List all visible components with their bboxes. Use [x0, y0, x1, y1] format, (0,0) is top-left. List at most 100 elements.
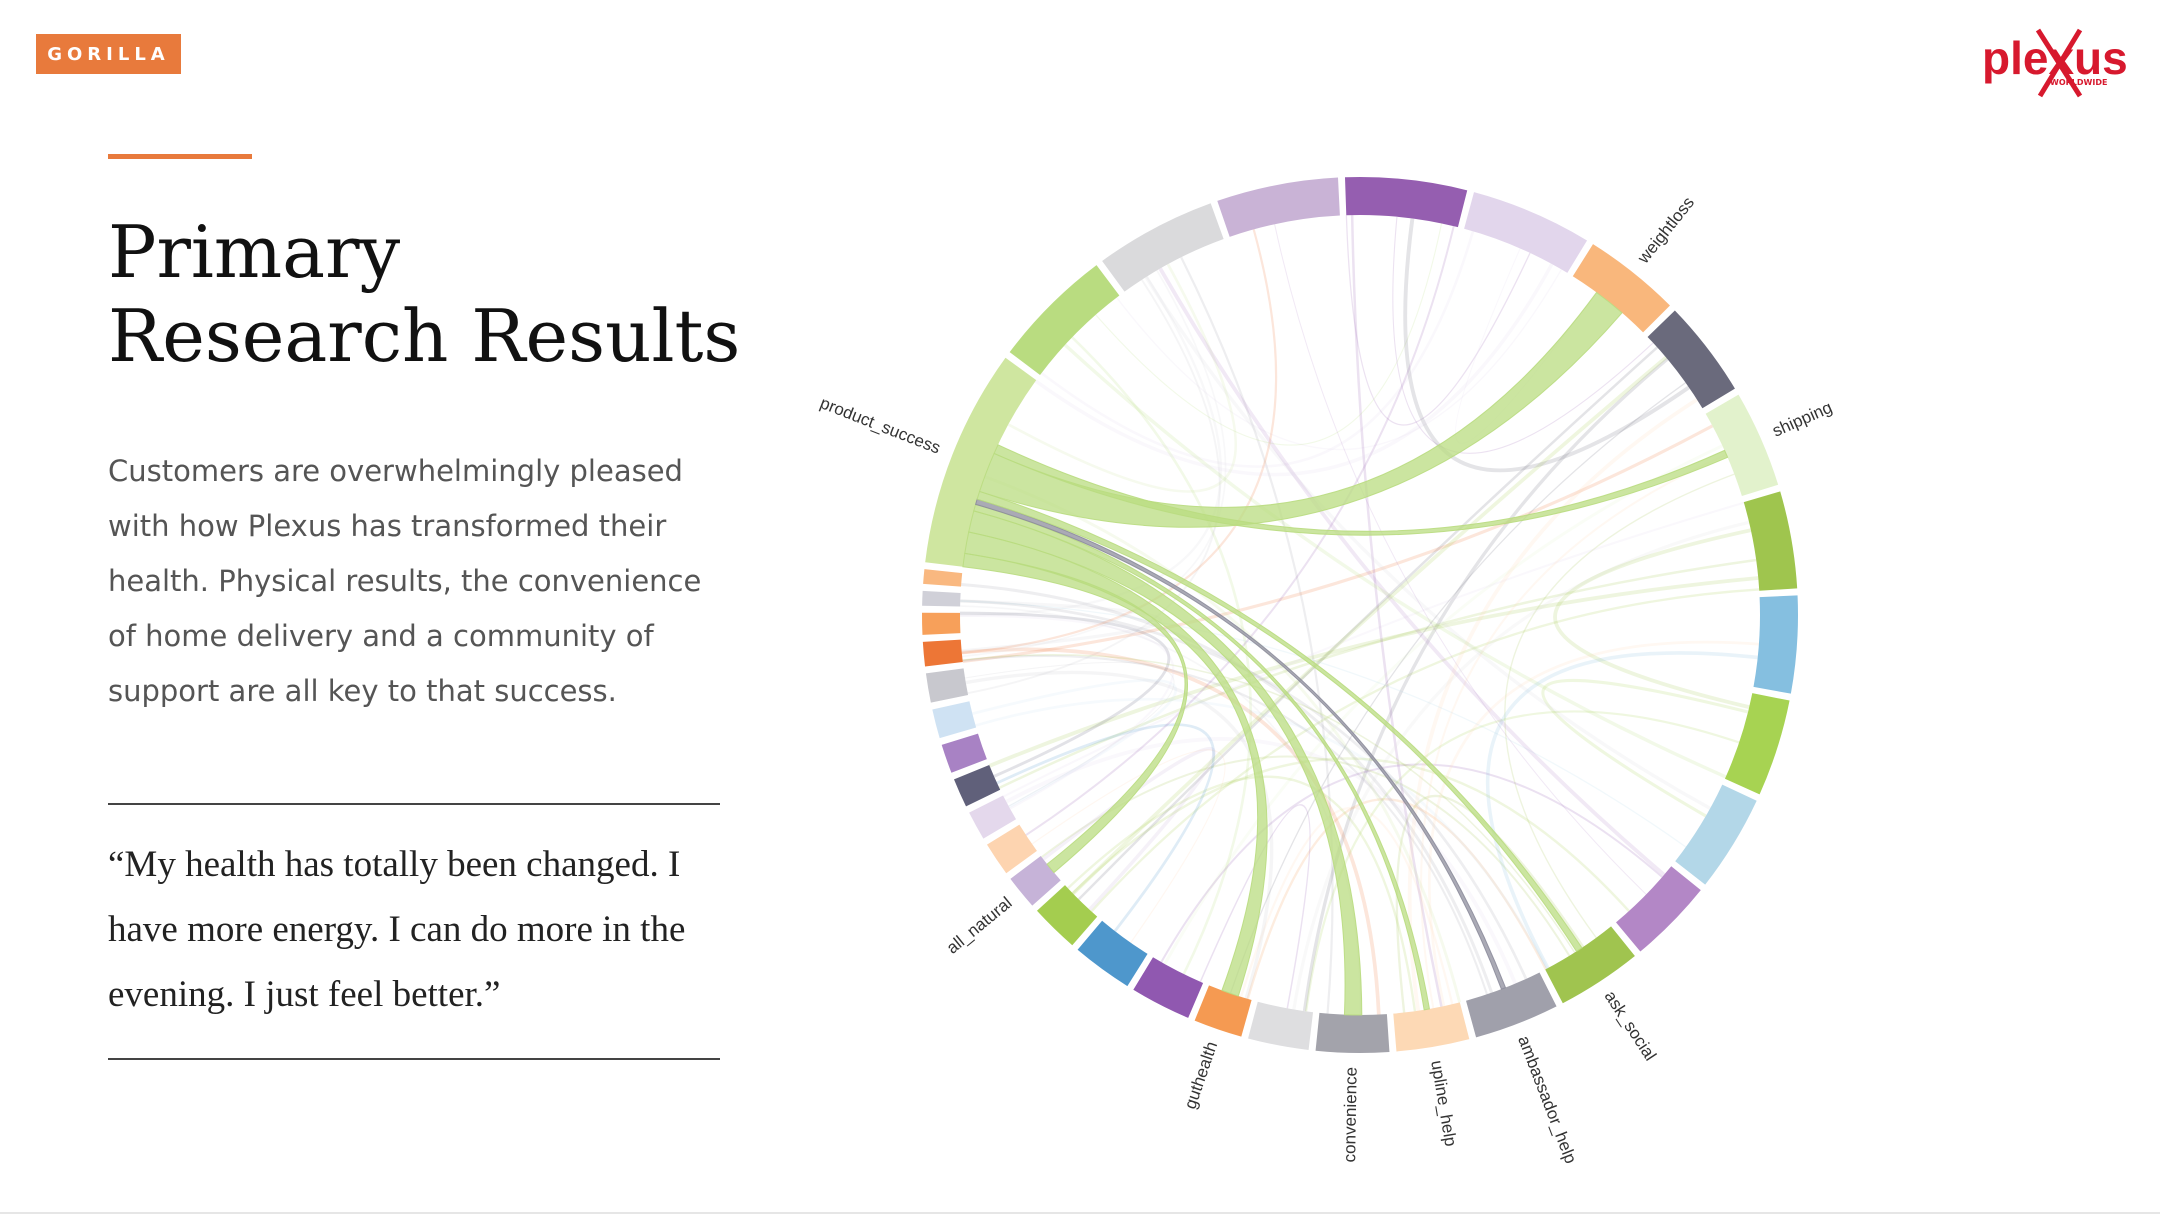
- background-ribbon: [964, 661, 1175, 807]
- background-ribbon: [1077, 346, 1659, 901]
- chord-ribbon-product_success-convenience: [968, 510, 1363, 1016]
- chord-arc: [922, 590, 961, 607]
- background-ribbon: [1040, 230, 1475, 468]
- background-ribbon: [962, 654, 1576, 953]
- background-ribbon: [1229, 382, 1687, 994]
- background-ribbon: [1504, 473, 1735, 939]
- background-ribbon: [975, 697, 1549, 970]
- svg-text:WORLDWIDE: WORLDWIDE: [2050, 78, 2107, 87]
- background-ribbon: [959, 614, 1175, 810]
- chord-label-convenience: convenience: [1340, 1067, 1361, 1163]
- background-ribbon: [961, 229, 1278, 655]
- background-ribbon: [962, 654, 1488, 995]
- background-ribbon: [1063, 343, 1727, 779]
- chord-arc: [925, 668, 969, 703]
- background-ribbon: [1158, 267, 1666, 877]
- quote-rule-top: [108, 803, 720, 805]
- chord-arc: [1009, 265, 1120, 375]
- chord-arc-ambassador_help: [1466, 972, 1557, 1038]
- chord-arc: [1675, 784, 1757, 885]
- chord-label-upline_help: upline_help: [1427, 1059, 1460, 1148]
- background-ribbon: [1144, 276, 1711, 810]
- chord-arc-guthealth: [1194, 985, 1252, 1037]
- background-ribbon: [1071, 355, 1668, 895]
- chord-arc-all_natural: [1010, 855, 1061, 906]
- chord-arc-weightloss: [1572, 244, 1670, 333]
- background-ribbon: [1034, 263, 1554, 477]
- background-ribbon: [965, 670, 1274, 999]
- chord-arc-convenience: [1315, 1012, 1390, 1053]
- chord-arc-shipping: [1705, 394, 1779, 497]
- background-ribbon: [1274, 224, 1647, 895]
- chord-arc-ask_social: [1545, 926, 1635, 1004]
- plexus-logo: plexus WORLDWIDE: [1982, 28, 2128, 98]
- chord-ribbon-product_success-upline_help: [973, 503, 1431, 1011]
- background-ribbon: [1407, 397, 1699, 1012]
- chord-arc: [1077, 920, 1148, 987]
- background-ribbon: [967, 279, 1221, 695]
- chord-arc: [1743, 491, 1798, 591]
- chord-diagram: product_success weightloss shipping ask_soc…: [817, 177, 1835, 1166]
- background-ribbon: [988, 576, 1759, 768]
- background-ribbon: [961, 647, 1381, 1015]
- background-ribbon: [960, 599, 1528, 980]
- chord-arc: [969, 795, 1017, 839]
- quote-rule-bottom: [108, 1058, 720, 1060]
- background-ribbon: [962, 424, 1714, 664]
- background-ribbon: [959, 275, 1223, 617]
- page-title: Primary Research Results: [108, 210, 808, 378]
- background-ribbon: [1395, 794, 1585, 1013]
- title-line-2: Research Results: [108, 294, 741, 378]
- chord-arc: [1616, 866, 1701, 952]
- chord-ribbon-product_success-ask_social: [976, 490, 1583, 953]
- chord-arc: [1724, 693, 1790, 795]
- background-ribbon: [1180, 256, 1334, 1014]
- chord-arc-product_success: [925, 357, 1037, 567]
- chord-arc: [1464, 192, 1588, 273]
- chord-arc: [1217, 177, 1340, 237]
- chord-arc: [1102, 203, 1224, 292]
- group-arcs: [922, 177, 1798, 1053]
- chord-arc: [941, 733, 987, 773]
- background-ribbon: [1067, 775, 1417, 1012]
- background-ribbon: [1025, 225, 1455, 836]
- chord-arc: [932, 701, 977, 739]
- background-ribbon: [998, 558, 1757, 790]
- background-ribbon: [1292, 520, 1750, 1010]
- footer-divider: [0, 1212, 2160, 1214]
- background-ribbon: [984, 475, 1462, 1003]
- chord-label-product_success: product_success: [817, 393, 943, 457]
- chord-arc: [1647, 310, 1735, 409]
- background-ribbon: [1199, 804, 1311, 1009]
- chord-label-weightloss: weightloss: [1633, 193, 1698, 268]
- chord-arc: [1753, 595, 1798, 694]
- chord-arc: [922, 612, 961, 635]
- chord-label-ask_social: ask_social: [1601, 987, 1660, 1064]
- chord-ribbon-product_success-ambassador_help: [974, 498, 1507, 990]
- background-ribbon: [1553, 528, 1752, 710]
- background-ribbon: [996, 723, 1216, 932]
- chord-label-ambassador_help: ambassador_help: [1514, 1033, 1580, 1166]
- background-ribbon: [1090, 588, 1760, 913]
- background-ribbon: [1163, 444, 1724, 965]
- background-ribbon: [1485, 651, 1758, 969]
- background-ribbon: [1160, 763, 1663, 963]
- background-ribbon: [962, 269, 1227, 658]
- background-ribbon: [1305, 710, 1740, 1012]
- background-ribbon: [1345, 215, 1531, 426]
- chord-arc: [1344, 177, 1468, 228]
- highlighted-ribbons: [962, 291, 1729, 1016]
- chord-label-all_natural: all_natural: [943, 893, 1016, 957]
- chord-arc: [1036, 885, 1098, 946]
- background-ribbon: [1420, 453, 1727, 1009]
- chord-arc: [1248, 1001, 1314, 1050]
- title-line-1: Primary: [108, 210, 401, 294]
- background-ribbon: [1541, 678, 1749, 818]
- chord-arc: [986, 824, 1037, 874]
- body-paragraph: Customers are overwhelmingly pleased wit…: [108, 454, 702, 708]
- chord-label-guthealth: guthealth: [1181, 1039, 1222, 1111]
- background-ribbon: [1031, 749, 1226, 944]
- background-ribbon: [1116, 269, 1563, 451]
- background-ribbon: [1007, 263, 1238, 493]
- background-ribbon: [1350, 215, 1443, 1007]
